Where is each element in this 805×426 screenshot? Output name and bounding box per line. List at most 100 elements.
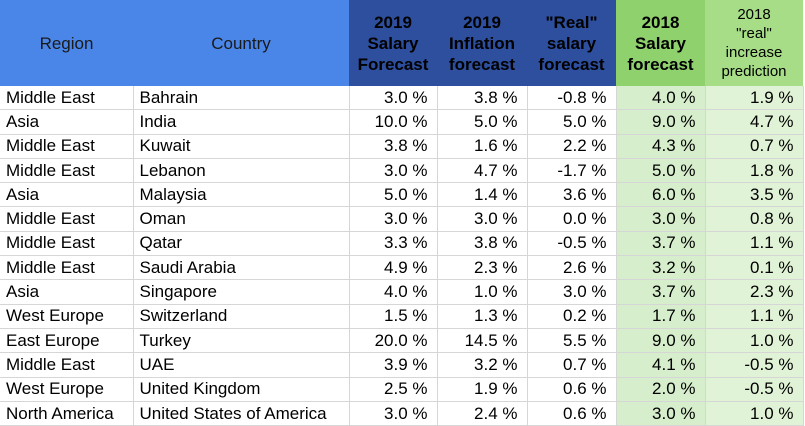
- cell-region: Middle East: [0, 86, 134, 111]
- column-header-region: Region: [0, 0, 133, 86]
- cell-country: UAE: [133, 352, 350, 378]
- cell-region: North America: [0, 401, 134, 426]
- cell-real-salary: 0.6 %: [527, 401, 617, 426]
- cell-salary-2018: 1.7 %: [616, 304, 706, 329]
- cell-salary-2018: 4.3 %: [616, 134, 706, 159]
- table-row: Asia Malaysia 5.0 % 1.4 % 3.6 % 6.0 % 3.5 %: [0, 182, 804, 208]
- cell-region: West Europe: [0, 304, 134, 329]
- cell-country: Kuwait: [133, 134, 350, 159]
- cell-country: Oman: [133, 206, 350, 232]
- column-header-line: Forecast: [357, 54, 429, 74]
- cell-inflation-2019: 3.8 %: [437, 231, 528, 257]
- table-row: West Europe United Kingdom 2.5 % 1.9 % 0.6 %…: [0, 377, 804, 402]
- cell-salary-2018: 3.7 %: [616, 279, 706, 305]
- table-row: Middle East Lebanon 3.0 % 4.7 % -1.7 % 5.0 % 1…: [0, 158, 804, 184]
- column-header-line: Salary: [634, 33, 687, 53]
- table-body: Middle East Bahrain 3.0 % 3.8 % -0.8 % 4.0 % 1…: [0, 86, 804, 426]
- column-header-salary-2019: 2019 Salary Forecast: [349, 0, 437, 86]
- cell-inflation-2019: 1.0 %: [437, 279, 528, 305]
- cell-salary-2018: 4.1 %: [616, 352, 706, 378]
- column-header-line: 2019: [463, 12, 501, 32]
- cell-region: Middle East: [0, 158, 134, 184]
- cell-region: West Europe: [0, 377, 134, 402]
- cell-real-increase-2018: 1.9 %: [705, 86, 804, 111]
- cell-inflation-2019: 5.0 %: [437, 109, 528, 135]
- cell-inflation-2019: 4.7 %: [437, 158, 528, 184]
- cell-salary-2019: 3.0 %: [349, 158, 438, 184]
- cell-region: Asia: [0, 109, 134, 135]
- column-header-line: forecast: [627, 54, 694, 74]
- cell-real-salary: 0.7 %: [527, 352, 617, 378]
- cell-region: Asia: [0, 279, 134, 305]
- cell-salary-2018: 2.0 %: [616, 377, 706, 402]
- cell-real-salary: -0.8 %: [527, 86, 617, 111]
- cell-inflation-2019: 2.3 %: [437, 255, 528, 281]
- cell-real-salary: 2.6 %: [527, 255, 617, 281]
- cell-real-salary: 0.6 %: [527, 377, 617, 402]
- column-header-line: Inflation: [448, 33, 516, 53]
- cell-country: Malaysia: [133, 182, 350, 208]
- column-header-line: forecast: [538, 54, 605, 74]
- cell-salary-2019: 3.9 %: [349, 352, 438, 378]
- column-header-line: 2018: [641, 12, 680, 32]
- table-row: Middle East Qatar 3.3 % 3.8 % -0.5 % 3.7 % 1.1…: [0, 231, 804, 257]
- cell-salary-2019: 3.0 %: [349, 206, 438, 232]
- cell-salary-2018: 3.0 %: [616, 401, 706, 426]
- cell-real-salary: 5.0 %: [527, 109, 617, 135]
- cell-real-salary: -0.5 %: [527, 231, 617, 257]
- cell-region: Middle East: [0, 352, 134, 378]
- cell-salary-2018: 9.0 %: [616, 109, 706, 135]
- cell-country: India: [133, 109, 350, 135]
- cell-salary-2019: 3.8 %: [349, 134, 438, 159]
- cell-real-increase-2018: 2.3 %: [705, 279, 804, 305]
- cell-inflation-2019: 1.6 %: [437, 134, 528, 159]
- column-header-line: salary: [546, 33, 597, 53]
- cell-country: Saudi Arabia: [133, 255, 350, 281]
- cell-real-salary: -1.7 %: [527, 158, 617, 184]
- cell-region: Middle East: [0, 206, 134, 232]
- cell-inflation-2019: 3.2 %: [437, 352, 528, 378]
- table-row: Middle East Saudi Arabia 4.9 % 2.3 % 2.6 % 3.…: [0, 255, 804, 281]
- table-row: Asia Singapore 4.0 % 1.0 % 3.0 % 3.7 % 2.3 %: [0, 279, 804, 305]
- column-header-country: Country: [133, 0, 349, 86]
- cell-inflation-2019: 3.8 %: [437, 86, 528, 111]
- cell-salary-2018: 9.0 %: [616, 328, 706, 354]
- cell-country: Bahrain: [133, 86, 350, 111]
- column-header-line: 2019: [374, 12, 412, 32]
- cell-country: Singapore: [133, 279, 350, 305]
- cell-real-salary: 0.0 %: [527, 206, 617, 232]
- cell-real-salary: 3.6 %: [527, 182, 617, 208]
- cell-real-increase-2018: -0.5 %: [705, 377, 804, 402]
- cell-salary-2018: 3.0 %: [616, 206, 706, 232]
- cell-salary-2018: 3.2 %: [616, 255, 706, 281]
- cell-salary-2019: 3.0 %: [349, 401, 438, 426]
- cell-real-increase-2018: 1.1 %: [705, 231, 804, 257]
- cell-salary-2019: 3.0 %: [349, 86, 438, 111]
- cell-country: Qatar: [133, 231, 350, 257]
- cell-salary-2019: 4.0 %: [349, 279, 438, 305]
- cell-salary-2019: 5.0 %: [349, 182, 438, 208]
- cell-real-increase-2018: 4.7 %: [705, 109, 804, 135]
- cell-real-salary: 0.2 %: [527, 304, 617, 329]
- column-header-line: Region: [39, 33, 94, 53]
- table-row: Middle East Kuwait 3.8 % 1.6 % 2.2 % 4.3 % 0.7…: [0, 134, 804, 159]
- column-header-line: Salary: [367, 33, 419, 53]
- cell-real-increase-2018: -0.5 %: [705, 352, 804, 378]
- cell-salary-2018: 4.0 %: [616, 86, 706, 111]
- cell-salary-2019: 1.5 %: [349, 304, 438, 329]
- cell-real-salary: 2.2 %: [527, 134, 617, 159]
- column-header-real-increase-2018: 2018 "real" increase prediction: [705, 0, 803, 86]
- column-header-line: 2018: [737, 6, 771, 23]
- cell-real-increase-2018: 0.1 %: [705, 255, 804, 281]
- header-row: Region Country 2019 Salary Forecast 2019 Infla…: [0, 0, 803, 86]
- cell-real-salary: 5.5 %: [527, 328, 617, 354]
- cell-country: United States of America: [133, 401, 350, 426]
- cell-real-increase-2018: 1.0 %: [705, 328, 804, 354]
- cell-real-increase-2018: 0.8 %: [705, 206, 804, 232]
- cell-real-increase-2018: 3.5 %: [705, 182, 804, 208]
- cell-inflation-2019: 2.4 %: [437, 401, 528, 426]
- table-row: Asia India 10.0 % 5.0 % 5.0 % 9.0 % 4.7 %: [0, 109, 804, 135]
- table-row: West Europe Switzerland 1.5 % 1.3 % 0.2 % 1.7…: [0, 304, 804, 329]
- table-row: Middle East Bahrain 3.0 % 3.8 % -0.8 % 4.0 % 1…: [0, 86, 804, 111]
